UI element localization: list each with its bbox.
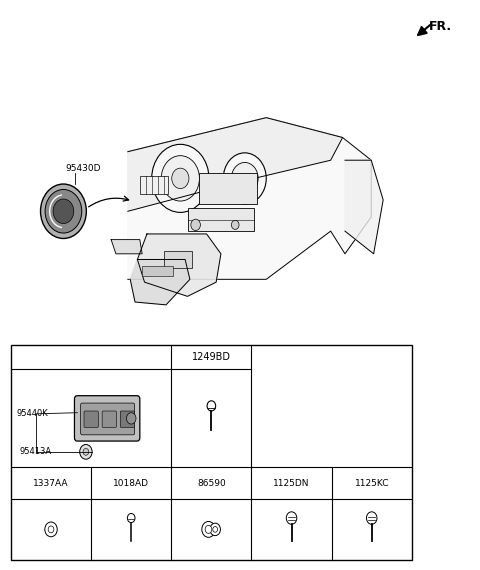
FancyBboxPatch shape [84, 411, 98, 428]
FancyBboxPatch shape [120, 411, 134, 428]
Circle shape [205, 526, 212, 534]
Bar [164, 251, 192, 268]
Text: 1249BD: 1249BD [192, 352, 231, 362]
Bar [140, 176, 168, 194]
Bar [142, 266, 173, 276]
Bar [11, 344, 412, 560]
Text: FR.: FR. [429, 19, 452, 32]
Circle shape [45, 522, 57, 537]
Polygon shape [137, 234, 221, 296]
Circle shape [45, 189, 82, 233]
Circle shape [152, 144, 209, 213]
Polygon shape [345, 160, 383, 254]
Circle shape [40, 184, 86, 238]
Text: 1125KC: 1125KC [354, 479, 389, 487]
Circle shape [213, 527, 217, 532]
Circle shape [210, 523, 220, 536]
Circle shape [286, 512, 297, 524]
Circle shape [231, 221, 239, 229]
Circle shape [366, 512, 377, 524]
Text: 95440K: 95440K [17, 409, 48, 418]
Circle shape [191, 219, 200, 230]
Bar [188, 209, 254, 231]
Polygon shape [111, 239, 142, 254]
Circle shape [202, 522, 215, 538]
Polygon shape [130, 259, 190, 305]
Text: 95413A: 95413A [19, 447, 51, 457]
Text: 95430D: 95430D [66, 164, 101, 173]
Bar [199, 173, 257, 205]
Circle shape [161, 156, 199, 201]
FancyBboxPatch shape [102, 411, 117, 428]
Circle shape [223, 153, 266, 204]
Circle shape [207, 401, 216, 411]
Circle shape [126, 413, 136, 424]
Circle shape [127, 514, 135, 523]
Polygon shape [128, 117, 343, 211]
Circle shape [83, 449, 89, 455]
Text: 1018AD: 1018AD [113, 479, 149, 487]
Text: 86590: 86590 [197, 479, 226, 487]
Text: 1125DN: 1125DN [273, 479, 310, 487]
Circle shape [172, 168, 189, 189]
Circle shape [53, 199, 74, 223]
Circle shape [80, 445, 92, 459]
Circle shape [231, 162, 258, 194]
Circle shape [48, 526, 54, 533]
FancyBboxPatch shape [74, 396, 140, 441]
Text: 1337AA: 1337AA [33, 479, 69, 487]
FancyBboxPatch shape [81, 403, 134, 435]
Polygon shape [128, 117, 371, 279]
